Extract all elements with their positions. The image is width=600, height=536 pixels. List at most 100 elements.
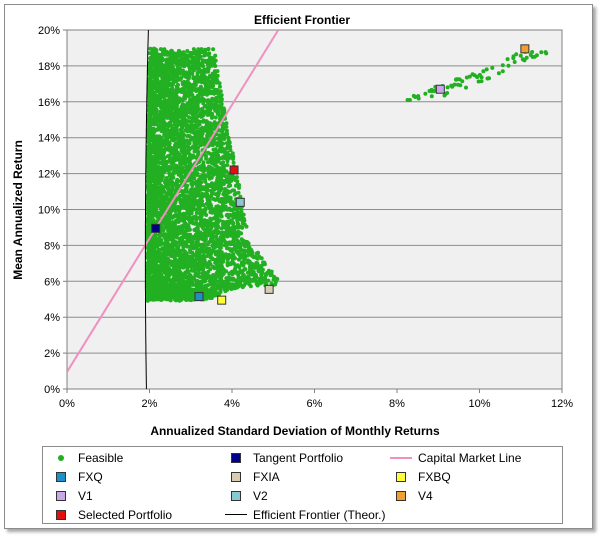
- feasible-point: [183, 82, 188, 87]
- feasible-point: [200, 163, 205, 167]
- feasible-point: [226, 225, 231, 230]
- feasible-point: [235, 182, 240, 187]
- feasible-point: [174, 79, 179, 84]
- y-tick-label: 4%: [44, 312, 60, 324]
- feasible-point: [166, 260, 171, 265]
- feasible-point: [212, 187, 217, 192]
- feasible-point: [181, 224, 186, 228]
- feasible-point: [167, 189, 172, 194]
- feasible-point: [193, 138, 198, 143]
- feasible-point: [259, 266, 264, 271]
- feasible-point: [182, 296, 187, 301]
- feasible-point: [162, 184, 167, 189]
- feasible-point: [209, 293, 214, 298]
- feasible-point: [185, 268, 190, 273]
- feasible-point: [166, 101, 171, 106]
- feasible-point: [188, 281, 192, 286]
- feasible-point: [150, 287, 155, 292]
- feasible-point: [198, 261, 203, 266]
- feasible-point: [165, 249, 170, 254]
- feasible-point: [161, 123, 166, 128]
- feasible-point: [177, 67, 182, 72]
- feasible-point: [185, 235, 190, 239]
- feasible-point: [167, 290, 172, 295]
- feasible-point: [217, 148, 222, 153]
- feasible-point: [148, 261, 153, 266]
- feasible-point: [176, 258, 181, 262]
- feasible-point: [236, 257, 241, 262]
- feasible-point: [239, 237, 244, 242]
- feasible-point: [221, 267, 226, 272]
- feasible-point: [239, 269, 244, 274]
- feasible-point: [195, 73, 200, 78]
- feasible-point: [219, 93, 224, 98]
- feasible-point: [148, 60, 152, 65]
- feasible-point: [218, 166, 223, 171]
- feasible-point: [146, 170, 151, 175]
- feasible-point: [189, 258, 194, 263]
- feasible-point: [205, 174, 210, 179]
- feasible-point: [219, 96, 224, 101]
- feasible-point: [173, 132, 178, 137]
- feasible-point: [219, 161, 224, 166]
- feasible-point: [160, 202, 165, 207]
- feasible-point: [233, 270, 238, 275]
- feasible-point: [146, 128, 151, 133]
- feasible-point: [171, 265, 176, 270]
- feasible-point: [275, 277, 280, 281]
- x-tick-label: 4%: [224, 398, 240, 410]
- feasible-point: [206, 100, 211, 105]
- x-tick-label: 12%: [551, 398, 573, 410]
- feasible-point: [195, 250, 200, 255]
- feasible-point: [233, 178, 238, 182]
- feasible-point: [224, 121, 229, 126]
- feasible-point: [213, 257, 218, 262]
- feasible-point: [197, 62, 202, 67]
- feasible-point: [212, 157, 217, 162]
- feasible-point: [200, 175, 205, 180]
- feasible-point: [219, 214, 224, 219]
- feasible-point: [156, 290, 161, 295]
- feasible-point: [172, 256, 177, 261]
- feasible-point: [210, 96, 215, 101]
- feasible-point: [217, 84, 222, 89]
- feasible-point: [224, 179, 229, 184]
- feasible-point: [208, 210, 213, 215]
- feasible-point: [193, 95, 198, 100]
- feasible-point: [195, 145, 200, 150]
- feasible-point: [242, 283, 246, 288]
- feasible-point: [162, 104, 167, 109]
- feasible-point: [156, 82, 161, 87]
- feasible-point: [187, 155, 192, 160]
- feasible-point: [223, 188, 228, 193]
- feasible-point: [172, 165, 176, 170]
- feasible-point: [217, 256, 222, 261]
- feasible-point: [212, 106, 217, 111]
- feasible-point: [154, 66, 159, 71]
- feasible-point: [185, 133, 190, 138]
- feasible-point: [218, 174, 223, 179]
- feasible-point: [225, 159, 230, 164]
- feasible-point: [156, 59, 161, 64]
- feasible-point: [211, 47, 216, 52]
- feasible-point: [207, 127, 212, 132]
- feasible-point: [160, 193, 164, 198]
- y-tick-label: 16%: [38, 97, 60, 109]
- feasible-point: [153, 52, 158, 57]
- feasible-point: [225, 132, 230, 137]
- feasible-point: [180, 134, 185, 139]
- feasible-point: [161, 189, 166, 194]
- feasible-point: [204, 123, 209, 128]
- feasible-point: [152, 113, 157, 118]
- feasible-point: [182, 256, 187, 261]
- feasible-point: [219, 197, 224, 202]
- feasible-point: [180, 205, 185, 209]
- feasible-point: [169, 161, 174, 165]
- feasible-point: [204, 202, 209, 206]
- feasible-point: [207, 288, 212, 293]
- feasible-point: [194, 182, 199, 187]
- feasible-point: [171, 276, 176, 281]
- feasible-point: [156, 178, 161, 183]
- feasible-point: [147, 105, 152, 110]
